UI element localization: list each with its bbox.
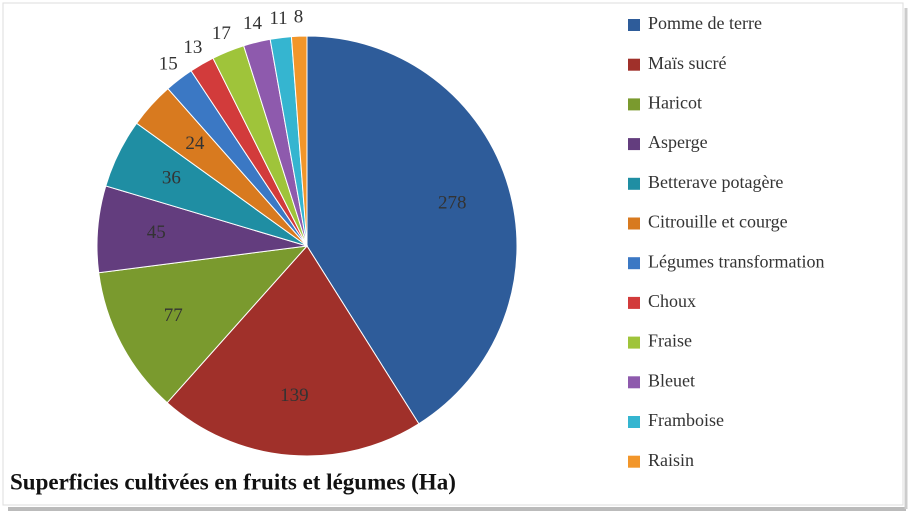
legend-label: Framboise bbox=[648, 410, 724, 430]
legend-label: Asperge bbox=[648, 132, 708, 152]
legend-swatch bbox=[628, 336, 640, 349]
data-label: 45 bbox=[147, 222, 166, 243]
legend-label: Maïs sucré bbox=[648, 53, 726, 73]
legend-label: Choux bbox=[648, 291, 696, 311]
data-label: 17 bbox=[212, 23, 231, 44]
legend-swatch bbox=[628, 257, 640, 270]
legend-label: Fraise bbox=[648, 331, 692, 351]
legend-label: Raisin bbox=[648, 450, 694, 470]
legend-swatch bbox=[628, 98, 640, 111]
pie-slice bbox=[98, 245, 309, 404]
legend-label: Pomme de terre bbox=[648, 13, 762, 33]
legend-swatch bbox=[628, 455, 640, 468]
legend-swatch bbox=[628, 376, 640, 389]
legend-swatch bbox=[628, 416, 640, 428]
legend-label: Bleuet bbox=[648, 370, 695, 390]
data-label: 77 bbox=[164, 305, 183, 326]
data-label: 8 bbox=[294, 7, 304, 28]
data-label: 15 bbox=[159, 53, 178, 74]
legend-swatch bbox=[628, 296, 640, 309]
legend-label: Légumes transformation bbox=[648, 251, 824, 271]
pie-slice bbox=[290, 35, 308, 247]
chart-title: Superficies cultivées en fruits et légum… bbox=[10, 469, 456, 494]
data-label: 13 bbox=[183, 37, 202, 58]
legend-swatch bbox=[628, 217, 640, 230]
legend-label: Citrouille et courge bbox=[648, 212, 788, 232]
legend-swatch bbox=[628, 19, 640, 31]
legend-swatch bbox=[628, 177, 640, 190]
legend-swatch bbox=[628, 58, 640, 71]
pie-slice bbox=[306, 35, 518, 425]
legend-swatch bbox=[628, 138, 640, 151]
legend-label: Betterave potagère bbox=[648, 172, 783, 192]
data-label: 14 bbox=[243, 13, 263, 34]
data-label: 11 bbox=[269, 8, 287, 29]
data-label: 278 bbox=[438, 192, 467, 213]
data-label: 139 bbox=[280, 385, 309, 406]
pie-slice bbox=[166, 245, 420, 457]
data-label: 24 bbox=[185, 133, 205, 154]
data-label: 36 bbox=[162, 168, 181, 189]
legend-label: Haricot bbox=[648, 93, 702, 113]
